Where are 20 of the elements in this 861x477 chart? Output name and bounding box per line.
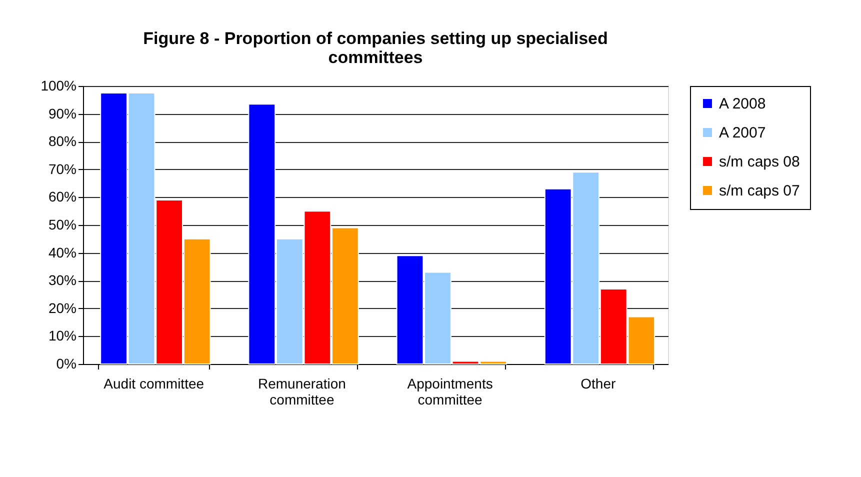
y-tick-label: 10% <box>48 328 76 344</box>
y-tick-label: 70% <box>48 160 76 177</box>
y-tick-label: 40% <box>48 244 76 260</box>
x-tick-label: Appointments committee <box>407 376 493 408</box>
chart-title: Figure 8 - Proportion of companies setting up specialised committees <box>143 29 608 67</box>
y-tick-label: 30% <box>48 272 76 288</box>
y-tick-label: 60% <box>48 188 76 205</box>
y-tick-label: 90% <box>48 105 76 122</box>
y-tick-label: 0% <box>56 356 76 372</box>
legend-label: A 2008 <box>719 96 766 112</box>
x-tick-label: Audit committee <box>104 376 204 392</box>
legend-label: A 2007 <box>719 124 766 142</box>
legend-label: s/m caps 08 <box>719 154 800 170</box>
y-tick-label: 80% <box>48 133 76 150</box>
y-tick-label: 20% <box>48 300 76 316</box>
legend-label: s/m caps 07 <box>719 182 800 200</box>
x-tick-label: Remuneration committee <box>258 376 346 408</box>
y-tick-label: 100% <box>40 78 76 94</box>
x-tick-label: Other <box>580 376 616 392</box>
y-tick-label: 50% <box>48 216 76 232</box>
